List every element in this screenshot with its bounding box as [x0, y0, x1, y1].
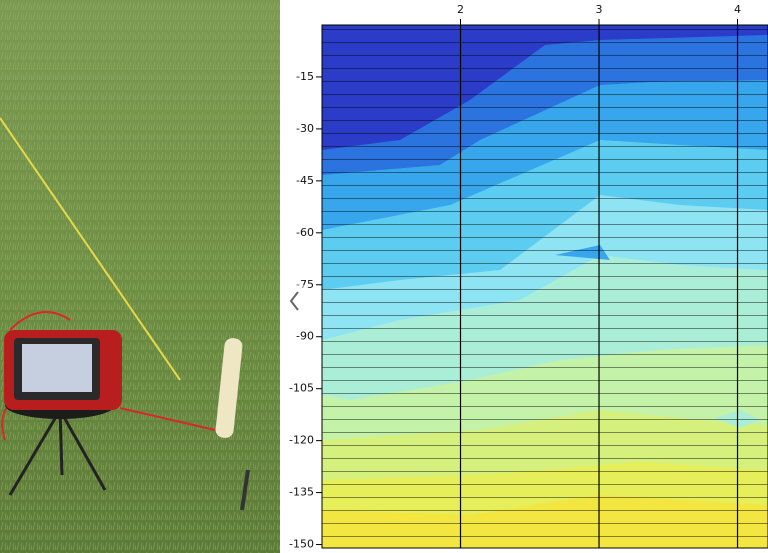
y-tick-label: -150 [289, 538, 314, 551]
x-tick-label: 4 [734, 3, 741, 16]
y-tick-label: -90 [296, 330, 314, 343]
y-tick-label: -105 [289, 382, 314, 395]
prev-button[interactable] [284, 285, 306, 317]
instrument [4, 330, 122, 410]
y-tick-label: -30 [296, 122, 314, 135]
stake [215, 338, 243, 438]
y-tick-label: -60 [296, 226, 314, 239]
y-tick-label: -15 [296, 70, 314, 83]
plot-frame [321, 24, 768, 549]
y-tick-label: -135 [289, 486, 314, 499]
x-tick-label: 2 [457, 3, 464, 16]
contour-fill [322, 25, 768, 548]
x-tick-label: 3 [596, 3, 603, 16]
field-photo [0, 0, 280, 553]
y-tick-label: -45 [296, 174, 314, 187]
y-tick-label: -120 [289, 434, 314, 447]
